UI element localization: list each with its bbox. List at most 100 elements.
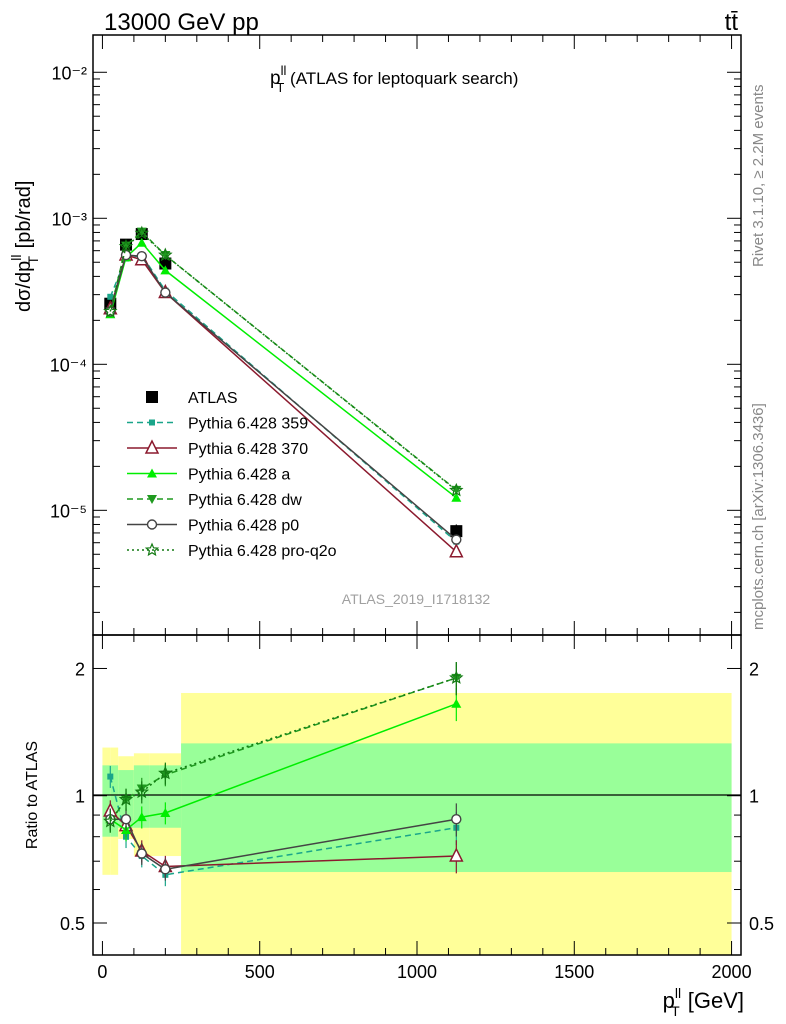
main-title-sup: ll (281, 63, 287, 78)
main-data-point (136, 251, 147, 262)
main-y-tick-label: 10⁻⁴ (50, 355, 87, 375)
legend-label: Pythia 6.428 359 (188, 416, 308, 433)
ratio-x-tick-label: 2000 (712, 962, 752, 982)
rivet-label: Rivet 3.1.10, ≥ 2.2M events (750, 85, 767, 268)
main-y-label: dσ/dpllT [pb/rad] (8, 181, 41, 312)
main-series-3 (105, 237, 462, 502)
main-y-tick-label: 10⁻² (51, 63, 87, 83)
legend-marker (144, 542, 160, 557)
main-data-point (120, 249, 132, 261)
main-data-point (451, 492, 462, 502)
legend-marker (146, 519, 158, 530)
legend-marker (147, 495, 157, 504)
main-y-label-sub: T (25, 255, 41, 264)
x-axis-label-p: p (663, 988, 675, 1013)
legend-marker (147, 468, 157, 478)
main-y-label-b: [pb/rad] (13, 181, 35, 254)
main-y-label-sup: ll (8, 254, 24, 260)
ratio-data-point (451, 814, 462, 825)
ratio-y-tick-label: 2 (75, 659, 85, 679)
main-data-point (134, 225, 150, 240)
ratio-series-4 (105, 803, 462, 881)
legend-marker (144, 439, 160, 454)
main-data-point (450, 525, 463, 538)
main-data-point (158, 247, 173, 262)
legend-entry-1: Pythia 6.428 359 (127, 416, 308, 433)
ratio-data-point (136, 848, 147, 859)
main-y-tick-label: 10⁻³ (51, 209, 87, 229)
legend-entry-5: Pythia 6.428 p0 (127, 518, 299, 535)
x-axis-label-sup: ll (675, 985, 681, 1001)
stat-uncertainty-band (102, 765, 111, 837)
main-data-point (136, 237, 147, 247)
legend-entry-4: Pythia 6.428 dw (127, 492, 302, 509)
legend-entry-3: Pythia 6.428 a (127, 467, 290, 484)
final-state-label: tt̄ (725, 9, 739, 36)
main-data-point (107, 293, 114, 300)
ratio-x-tick-label: 500 (245, 962, 275, 982)
ratio-data-point (120, 814, 132, 825)
legend-entry-6: Pythia 6.428 pro-q2o (127, 542, 337, 560)
watermark: ATLAS_2019_I1718132 (342, 591, 491, 607)
main-title-p: p (270, 68, 281, 89)
x-axis-label-sub: T (671, 1003, 680, 1019)
legend-label: Pythia 6.428 370 (188, 441, 308, 458)
mcplots-label: mcplots.cern.ch [arXiv:1306.3436] (750, 403, 767, 630)
ratio-data-point (449, 847, 464, 862)
main-data-point (160, 265, 171, 275)
main-y-label-a: dσ/dp (13, 261, 35, 312)
ratio-y-tick-label: 1 (749, 787, 759, 807)
main-data-point (449, 482, 464, 497)
ratio-x-tick-label: 1000 (397, 962, 437, 982)
x-axis-label: pll T [GeV] (663, 985, 744, 1019)
main-data-point (103, 303, 118, 318)
legend-marker (146, 391, 158, 403)
stat-uncertainty-band (110, 765, 119, 837)
main-series-2 (103, 246, 464, 558)
ratio-y-tick-label: 1 (75, 787, 85, 807)
ratio-data-point (136, 812, 147, 822)
main-data-point (118, 239, 134, 253)
legend-entry-2: Pythia 6.428 370 (127, 439, 308, 458)
legend-marker (149, 419, 155, 426)
ratio-series (103, 662, 464, 887)
main-axis-ticks: 10⁻² 10⁻³ 10⁻⁴ 10⁻⁵ (50, 35, 741, 635)
ratio-data-point (107, 773, 114, 780)
main-title-sub: T (276, 80, 284, 95)
ratio-axis-ticks: 0.5 0.5 1 1 2 2 0 500 1000 1500 2000 (60, 635, 774, 982)
main-series (103, 225, 464, 558)
process-label: 13000 GeV pp (104, 9, 259, 36)
ratio-data-point (160, 808, 171, 818)
ratio-y-tick-label: 2 (749, 659, 759, 679)
ratio-data-point (451, 698, 462, 708)
legend: ATLAS Pythia 6.428 359 Pythia 6.428 370 Pyt… (127, 390, 337, 560)
ratio-y-tick-label: 0.5 (60, 914, 85, 934)
main-data-point (449, 543, 464, 558)
main-title-rest: (ATLAS for leptoquark search) (285, 69, 518, 88)
legend-label: Pythia 6.428 a (188, 467, 290, 484)
ratio-data-point (134, 784, 150, 799)
legend-label: Pythia 6.428 pro-q2o (188, 543, 337, 560)
legend-entry-0: ATLAS (146, 390, 238, 407)
ratio-series-5 (103, 662, 464, 833)
main-data-point (160, 287, 171, 298)
main-y-tick-label: 10⁻⁵ (50, 501, 87, 521)
main-data-point (451, 534, 462, 545)
ratio-series-line (109, 677, 457, 822)
ratio-x-tick-label: 1500 (554, 962, 594, 982)
ratio-data-point (158, 765, 173, 780)
ratio-data-point (103, 813, 118, 828)
ratio-data-point (118, 791, 134, 806)
legend-label: ATLAS (188, 390, 238, 407)
x-axis-label-rest: [GeV] (682, 988, 744, 1013)
ratio-series-line (109, 776, 457, 876)
ratio-uncertainty-bands (102, 692, 732, 955)
ratio-series-line (109, 677, 457, 822)
ratio-y-label: Ratio to ATLAS (24, 741, 41, 849)
ratio-x-tick-label: 0 (97, 962, 107, 982)
main-title: pll T (ATLAS for leptoquark search) (270, 63, 518, 95)
main-series-6 (103, 225, 464, 497)
ratio-y-tick-label: 0.5 (749, 914, 774, 934)
ratio-data-point (449, 670, 464, 684)
